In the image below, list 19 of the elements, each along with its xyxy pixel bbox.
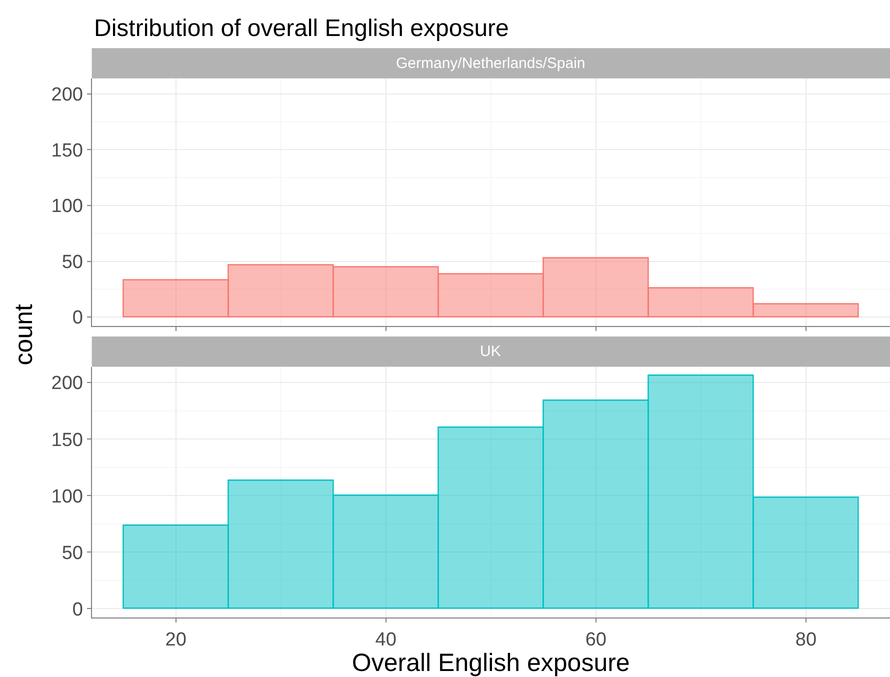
x-tick-label: 40 [375,630,396,651]
x-tick-label: 20 [165,630,186,651]
y-tick-label: 50 [62,252,83,273]
y-tick-label: 0 [72,308,83,329]
y-tick-label: 50 [62,542,83,564]
chart-subtitle: Germany/Netherlands/Spain [396,55,586,72]
y-tick-label: 0 [72,599,83,620]
y-tick-label: 150 [51,140,83,162]
y-tick-label: 100 [51,486,83,508]
y-tick-label: 100 [51,196,83,218]
chart-subtitle: UK [480,343,501,360]
y-tick-label: 200 [51,373,83,394]
y-tick-label: 150 [51,430,83,451]
x-tick-label: 60 [585,630,606,651]
x-tick-label: 80 [795,630,817,651]
chart-title: Distribution of overall English exposure [94,15,509,42]
y-axis-title: count [10,304,38,366]
y-tick-label: 200 [51,84,83,106]
x-axis-title: Overall English exposure [352,649,630,677]
